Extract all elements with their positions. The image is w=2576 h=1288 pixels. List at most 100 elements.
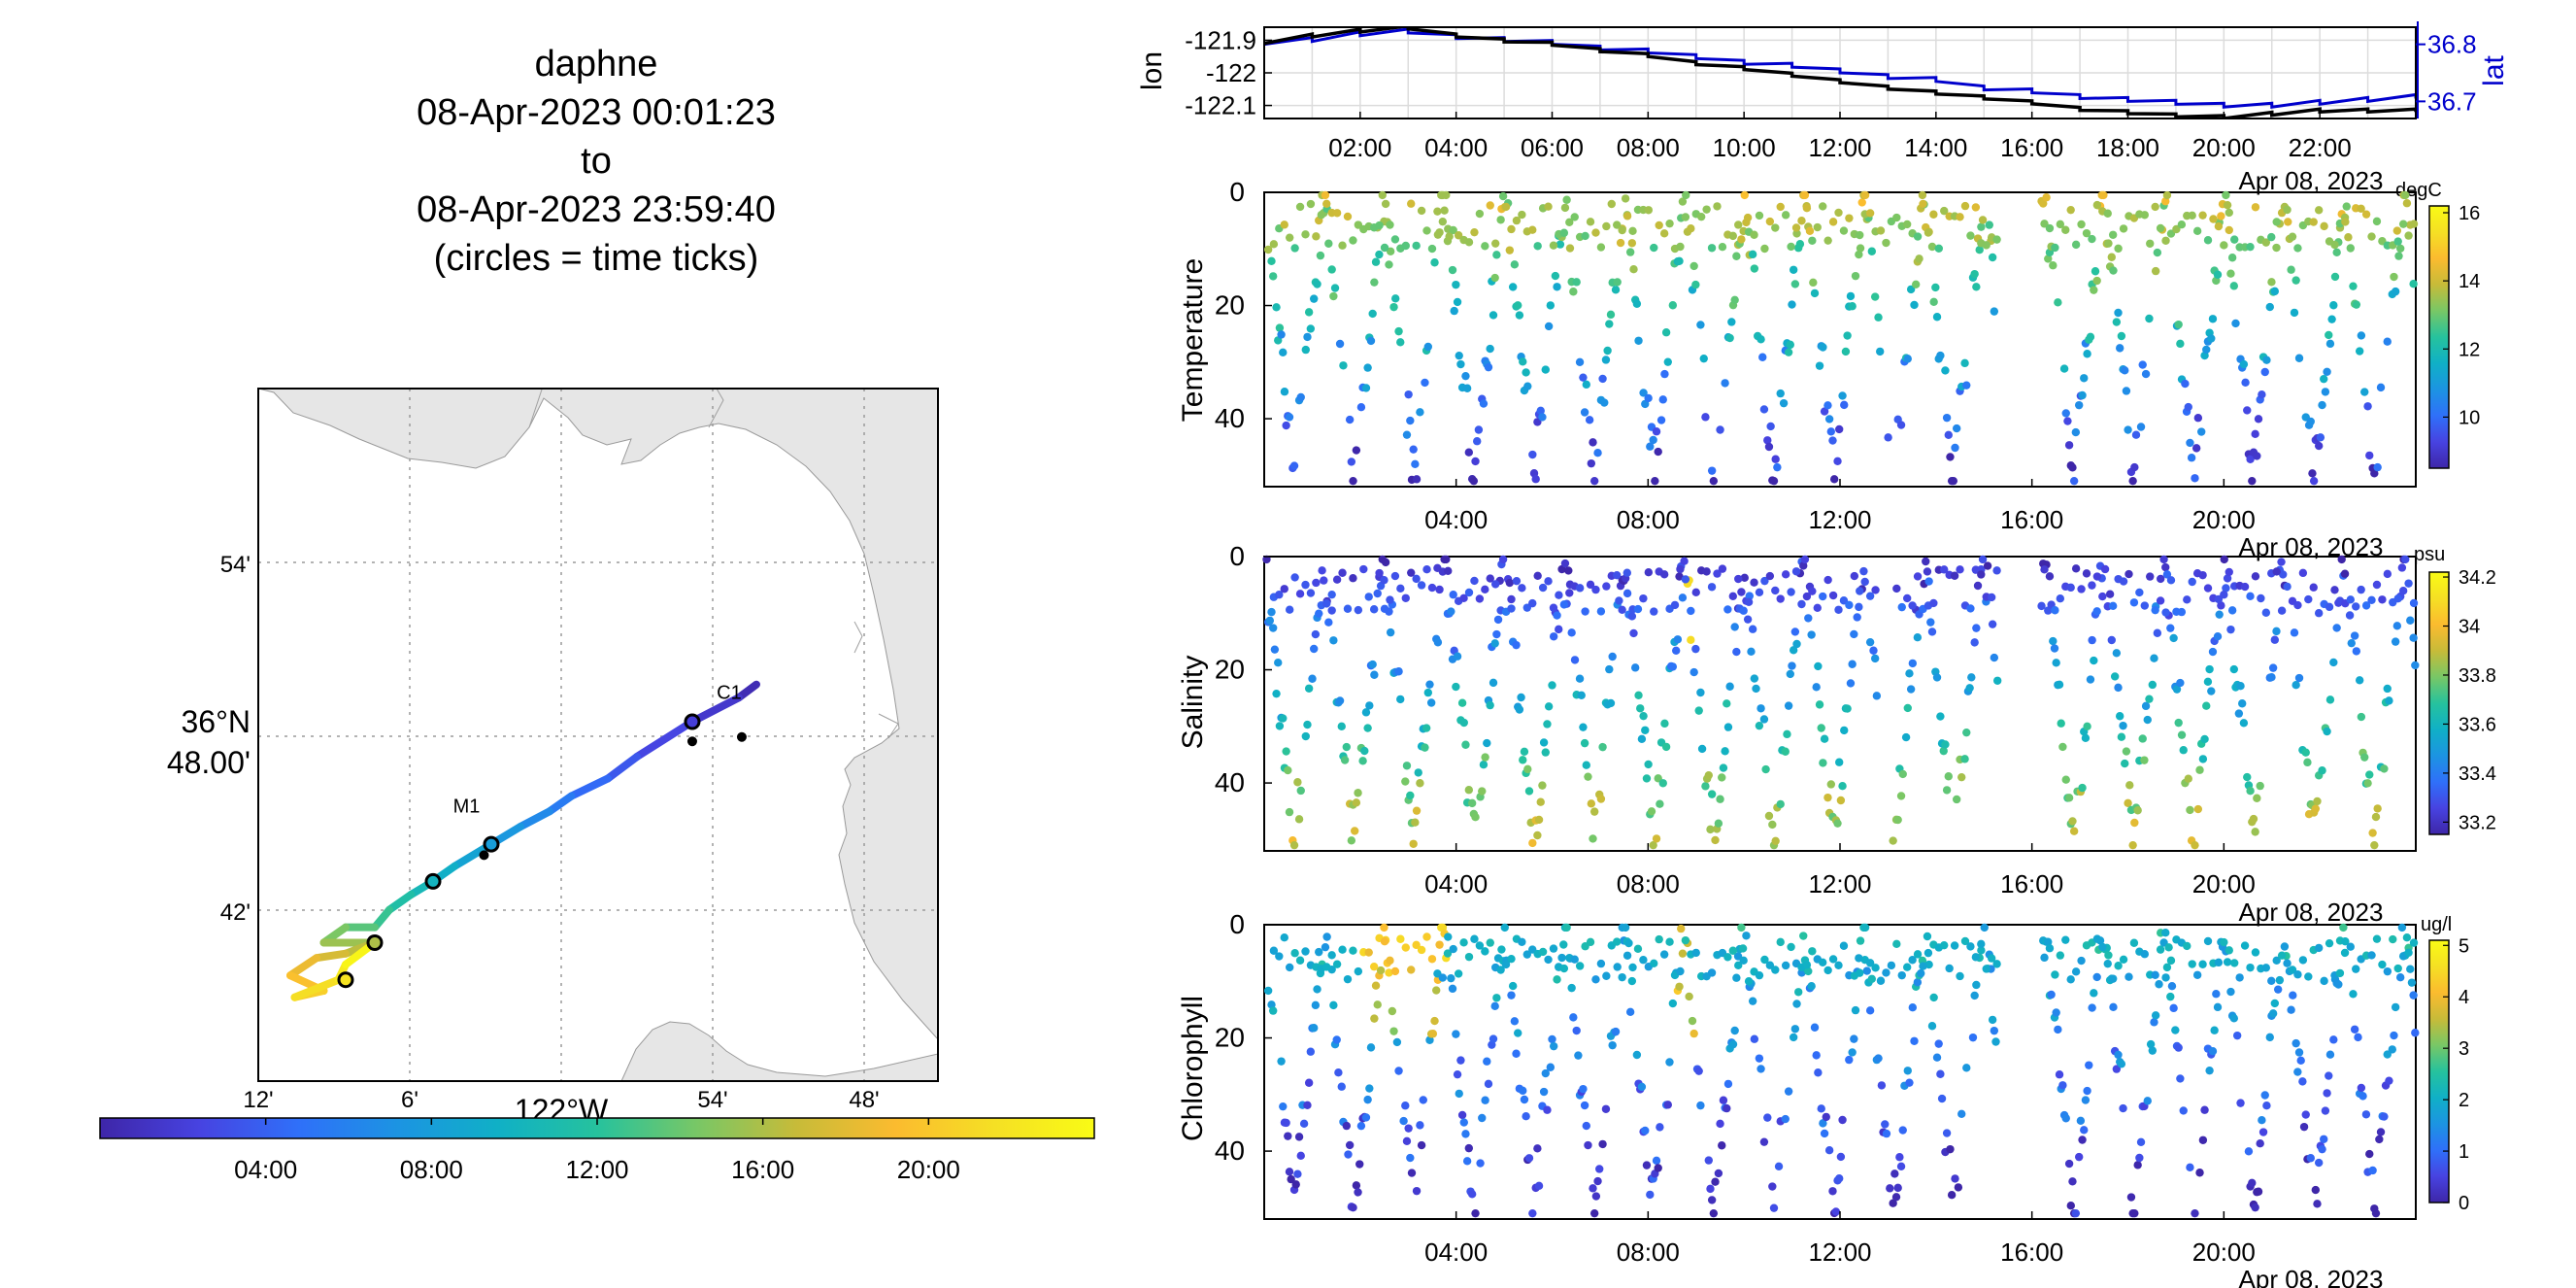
chlorophyll-point [1337,1082,1346,1091]
chlorophyll-point [1417,945,1426,955]
salinity-point [1421,743,1429,752]
chlorophyll-point [1490,1001,1499,1011]
chlorophyll-point [1739,956,1748,966]
temperature-point [1629,265,1638,274]
temperature-point [2352,300,2361,309]
salinity-point [1544,702,1554,711]
temperature-point [1874,313,1883,322]
salinity-point [2088,581,2096,590]
salinity-point [1282,747,1290,756]
temperature-point [2130,462,2139,472]
title-line-5: (circles = time ticks) [434,238,759,279]
salinity-point [2309,583,2318,592]
salinity-point [2161,608,2170,617]
temperature-point [1490,239,1500,248]
chlorophyll-point [2055,1070,2064,1079]
temperature-point [2121,366,2129,375]
chlorophyll-point [1945,964,1954,973]
chlorophyll-point [2044,937,2053,946]
temperature-point [1678,197,1688,206]
salinity-point [1279,714,1288,723]
chlorophyll-point [1376,966,1386,975]
salinity-point [2045,572,2055,581]
temperature-point [1763,436,1772,445]
salinity-point [2205,664,2214,674]
salinity-point [2272,567,2281,576]
temperature-point [2392,226,2402,235]
temperature-point [2207,334,2216,343]
salinity-point [2346,595,2355,604]
chlorophyll-point [1792,1000,1801,1008]
temperature-point [1585,416,1594,424]
chlorophyll-point [1860,923,1870,932]
temperature-point [2083,350,2091,358]
chlorophyll-point [2265,1033,2274,1042]
salinity-point [1802,592,1812,601]
lon-series-line [1264,27,2416,119]
chlorophyll-point [1306,1047,1316,1056]
salinity-point [1725,682,1734,691]
lonlat-x-tick-label: 18:00 [2096,133,2159,162]
temperature-point [1582,380,1590,390]
chlorophyll-point [1760,955,1769,965]
salinity-point [2268,663,2278,672]
salinity-point [1745,592,1755,600]
chlorophyll-point [1681,935,1690,945]
chlorophyll-point [1294,1133,1304,1141]
salinity-point [1342,742,1351,752]
salinity-point [2220,591,2228,599]
temperature-point [2061,409,2070,418]
salinity-point [2301,748,2310,757]
salinity-point [1781,747,1790,756]
temperature-point [1865,209,1875,218]
salinity-point [1807,630,1816,639]
temperature-point [1760,244,1769,254]
lonlat-ylabel-left: lon [1136,51,1168,90]
temperature-point [1795,240,1805,249]
salinity-point [1337,722,1346,731]
chlorophyll-point [1991,1037,2000,1046]
chlorophyll-point [1824,1146,1834,1155]
temperature-point [2229,282,2239,290]
temperature-point [2283,205,2292,215]
salinity-point [1347,836,1356,845]
salinity-point [1479,760,1489,769]
chlorophyll-point [2246,963,2255,972]
temperature-point [1565,244,1575,253]
salinity-point [1615,596,1623,605]
chlorophyll-point [1694,1067,1703,1075]
salinity-point [1354,789,1362,797]
temperature-point [1618,225,1626,235]
chlorophyll-point [1459,938,1468,947]
chlorophyll-point [1755,970,1764,980]
salinity-point [1723,605,1732,614]
temperature-point [1556,240,1565,249]
salinity-point [2361,601,2371,610]
chlorophyll-point [2092,972,2101,982]
salinity-point [1913,632,1923,642]
salinity-point [1589,807,1599,816]
salinity-point [1936,712,1945,721]
temperature-point [1329,291,1338,301]
chlorophyll-point [1570,955,1579,964]
chlorophyll-point [1987,954,1996,963]
temperature-point [1442,190,1451,200]
temperature-point [2372,217,2382,226]
temperature-point [1301,230,1310,239]
salinity-point [2157,574,2165,584]
salinity-point [1422,565,1431,574]
salinity-point [1792,639,1801,649]
salinity-point [1838,782,1847,791]
chlorophyll-panel: Chlorophyll Apr 08, 2023 ug/l 04:00 08:00… [1177,909,2469,1288]
chlorophyll-point [2205,1066,2214,1075]
salinity-point [1486,574,1494,583]
salinity-point [1739,606,1748,615]
salinity-point [2071,564,2081,573]
temperature-point [1764,442,1774,452]
salinity-point [1659,570,1669,579]
temperature-point [1579,373,1588,382]
temperature-point [2367,232,2376,241]
map-y-tick-36n: 36°N [182,704,251,739]
temperature-point [1856,230,1864,240]
chlorophyll-point [2098,942,2107,952]
